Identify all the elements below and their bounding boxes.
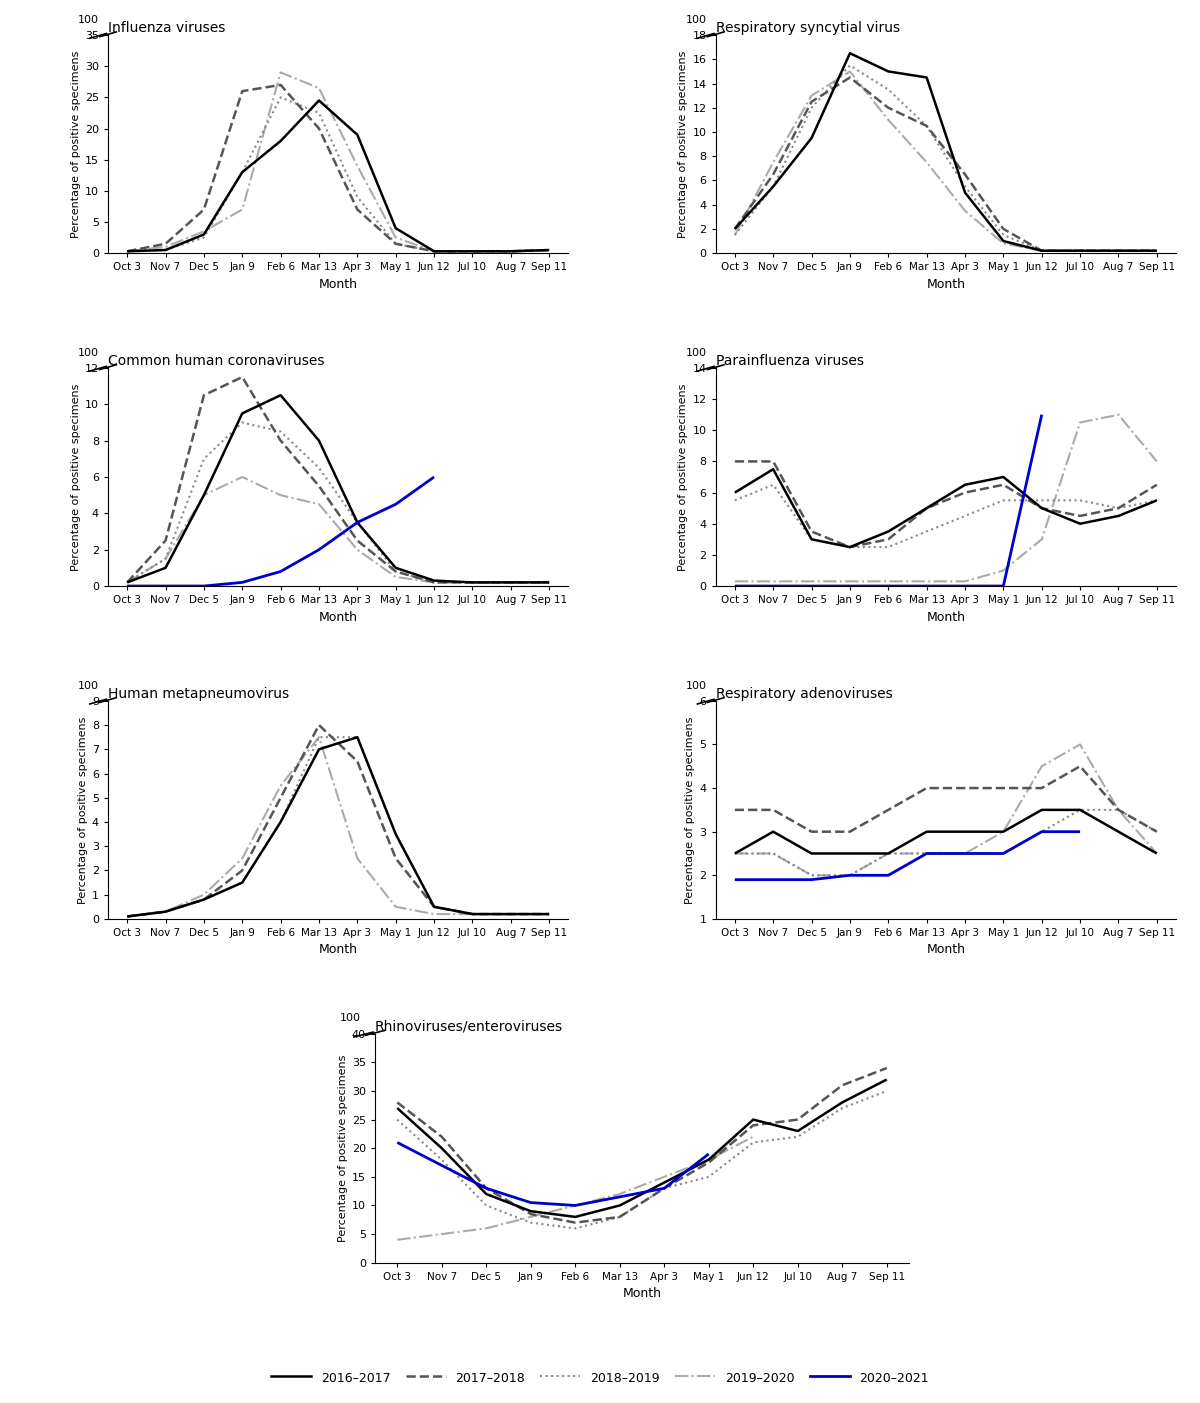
Text: 100: 100 [78,680,100,692]
Y-axis label: Percentage of positive specimens: Percentage of positive specimens [678,51,689,237]
Y-axis label: Percentage of positive specimens: Percentage of positive specimens [71,383,80,571]
Y-axis label: Percentage of positive specimens: Percentage of positive specimens [78,716,88,904]
Text: 100: 100 [78,15,100,25]
Text: 100: 100 [341,1013,361,1023]
Text: Respiratory syncytial virus: Respiratory syncytial virus [715,21,900,35]
Text: 100: 100 [78,348,100,358]
Text: Common human coronaviruses: Common human coronaviruses [108,354,324,368]
Text: 100: 100 [685,15,707,25]
Text: Influenza viruses: Influenza viruses [108,21,226,35]
Y-axis label: Percentage of positive specimens: Percentage of positive specimens [685,716,695,904]
Text: 100: 100 [685,680,707,692]
Text: Parainfluenza viruses: Parainfluenza viruses [715,354,864,368]
Text: Rhinoviruses/enteroviruses: Rhinoviruses/enteroviruses [374,1020,563,1034]
X-axis label: Month: Month [319,943,358,957]
X-axis label: Month: Month [319,610,358,623]
Y-axis label: Percentage of positive specimens: Percentage of positive specimens [678,383,689,571]
Legend: 2016–2017, 2017–2018, 2018–2019, 2019–2020, 2020–2021: 2016–2017, 2017–2018, 2018–2019, 2019–20… [266,1367,934,1390]
X-axis label: Month: Month [926,943,965,957]
Text: Respiratory adenoviruses: Respiratory adenoviruses [715,687,893,702]
Y-axis label: Percentage of positive specimens: Percentage of positive specimens [71,51,80,237]
X-axis label: Month: Month [623,1288,661,1301]
Text: Human metapneumovirus: Human metapneumovirus [108,687,289,702]
Y-axis label: Percentage of positive specimens: Percentage of positive specimens [337,1055,348,1242]
X-axis label: Month: Month [319,278,358,290]
X-axis label: Month: Month [926,278,965,290]
Text: 100: 100 [685,348,707,358]
X-axis label: Month: Month [926,610,965,623]
